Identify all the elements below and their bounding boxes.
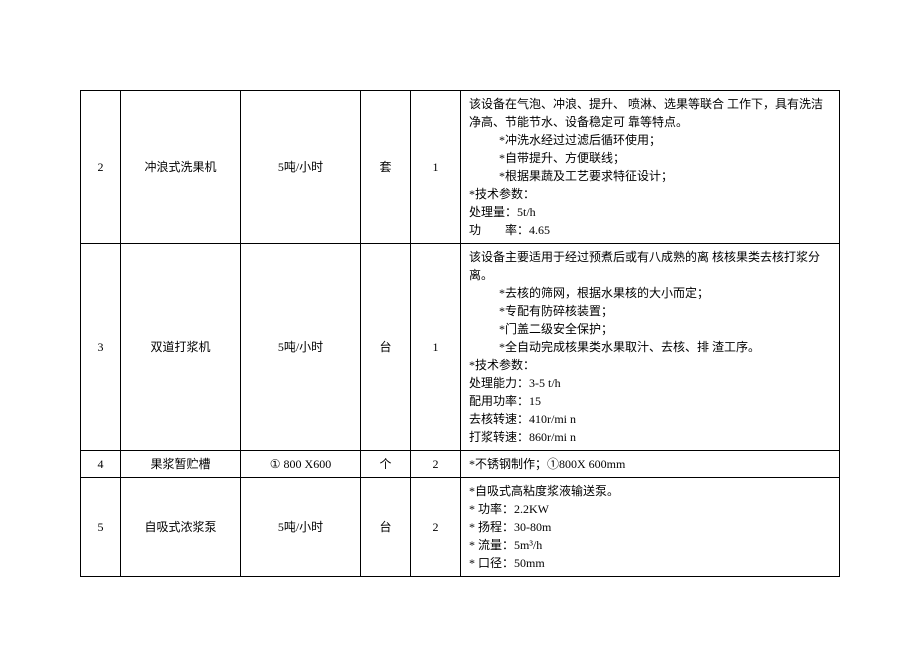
desc-line: *专配有防碎核装置； — [469, 302, 831, 320]
desc-line: 该设备在气泡、冲浪、提升、 喷淋、选果等联合 工作下，具有洗洁净高、节能节水、设… — [469, 95, 831, 131]
desc-line: * 口径：50mm — [469, 554, 831, 572]
desc-line: 处理量：5t/h — [469, 203, 831, 221]
cell-name: 冲浪式洗果机 — [121, 91, 241, 244]
cell-num: 3 — [81, 244, 121, 451]
cell-desc: *自吸式高粘度浆液输送泵。 * 功率：2.2KW * 扬程：30-80m * 流… — [461, 478, 840, 577]
cell-desc: 该设备在气泡、冲浪、提升、 喷淋、选果等联合 工作下，具有洗洁净高、节能节水、设… — [461, 91, 840, 244]
desc-line: * 流量：5m³/h — [469, 536, 831, 554]
desc-line: * 功率：2.2KW — [469, 500, 831, 518]
desc-line: 去核转速：410r/mi n — [469, 410, 831, 428]
cell-spec: 5吨/小时 — [241, 91, 361, 244]
desc-line: *技术参数： — [469, 356, 831, 374]
cell-qty: 2 — [411, 451, 461, 478]
desc-line: *去核的筛网，根据水果核的大小而定； — [469, 284, 831, 302]
cell-name: 自吸式浓浆泵 — [121, 478, 241, 577]
desc-line: *门盖二级安全保护； — [469, 320, 831, 338]
desc-line: *全自动完成核果类水果取汁、去核、排 渣工序。 — [469, 338, 831, 356]
desc-line: 该设备主要适用于经过预煮后或有八成熟的离 核核果类去核打浆分离。 — [469, 248, 831, 284]
cell-name: 双道打浆机 — [121, 244, 241, 451]
cell-spec: ① 800 X600 — [241, 451, 361, 478]
desc-line: 功 率：4.65 — [469, 221, 831, 239]
desc-line: *自带提升、方便联线； — [469, 149, 831, 167]
desc-line: 打浆转速：860r/mi n — [469, 428, 831, 446]
desc-line: *冲洗水经过过滤后循环使用； — [469, 131, 831, 149]
cell-qty: 1 — [411, 244, 461, 451]
table-row: 3 双道打浆机 5吨/小时 台 1 该设备主要适用于经过预煮后或有八成熟的离 核… — [81, 244, 840, 451]
cell-qty: 1 — [411, 91, 461, 244]
desc-line: *技术参数： — [469, 185, 831, 203]
cell-desc: *不锈钢制作；①800X 600mm — [461, 451, 840, 478]
desc-line: *根据果蔬及工艺要求特征设计； — [469, 167, 831, 185]
cell-spec: 5吨/小时 — [241, 478, 361, 577]
cell-qty: 2 — [411, 478, 461, 577]
cell-unit: 台 — [361, 244, 411, 451]
cell-unit: 个 — [361, 451, 411, 478]
desc-line: * 扬程：30-80m — [469, 518, 831, 536]
cell-num: 5 — [81, 478, 121, 577]
cell-num: 4 — [81, 451, 121, 478]
equipment-table: 2 冲浪式洗果机 5吨/小时 套 1 该设备在气泡、冲浪、提升、 喷淋、选果等联… — [80, 90, 840, 577]
desc-line: 处理能力：3-5 t/h — [469, 374, 831, 392]
desc-line: *自吸式高粘度浆液输送泵。 — [469, 482, 831, 500]
cell-name: 果浆暂贮槽 — [121, 451, 241, 478]
cell-unit: 套 — [361, 91, 411, 244]
cell-spec: 5吨/小时 — [241, 244, 361, 451]
desc-line: *不锈钢制作；①800X 600mm — [469, 455, 831, 473]
cell-desc: 该设备主要适用于经过预煮后或有八成熟的离 核核果类去核打浆分离。 *去核的筛网，… — [461, 244, 840, 451]
table-row: 4 果浆暂贮槽 ① 800 X600 个 2 *不锈钢制作；①800X 600m… — [81, 451, 840, 478]
desc-line: 配用功率：15 — [469, 392, 831, 410]
table-row: 5 自吸式浓浆泵 5吨/小时 台 2 *自吸式高粘度浆液输送泵。 * 功率：2.… — [81, 478, 840, 577]
cell-unit: 台 — [361, 478, 411, 577]
equipment-table-body: 2 冲浪式洗果机 5吨/小时 套 1 该设备在气泡、冲浪、提升、 喷淋、选果等联… — [81, 91, 840, 577]
table-row: 2 冲浪式洗果机 5吨/小时 套 1 该设备在气泡、冲浪、提升、 喷淋、选果等联… — [81, 91, 840, 244]
cell-num: 2 — [81, 91, 121, 244]
